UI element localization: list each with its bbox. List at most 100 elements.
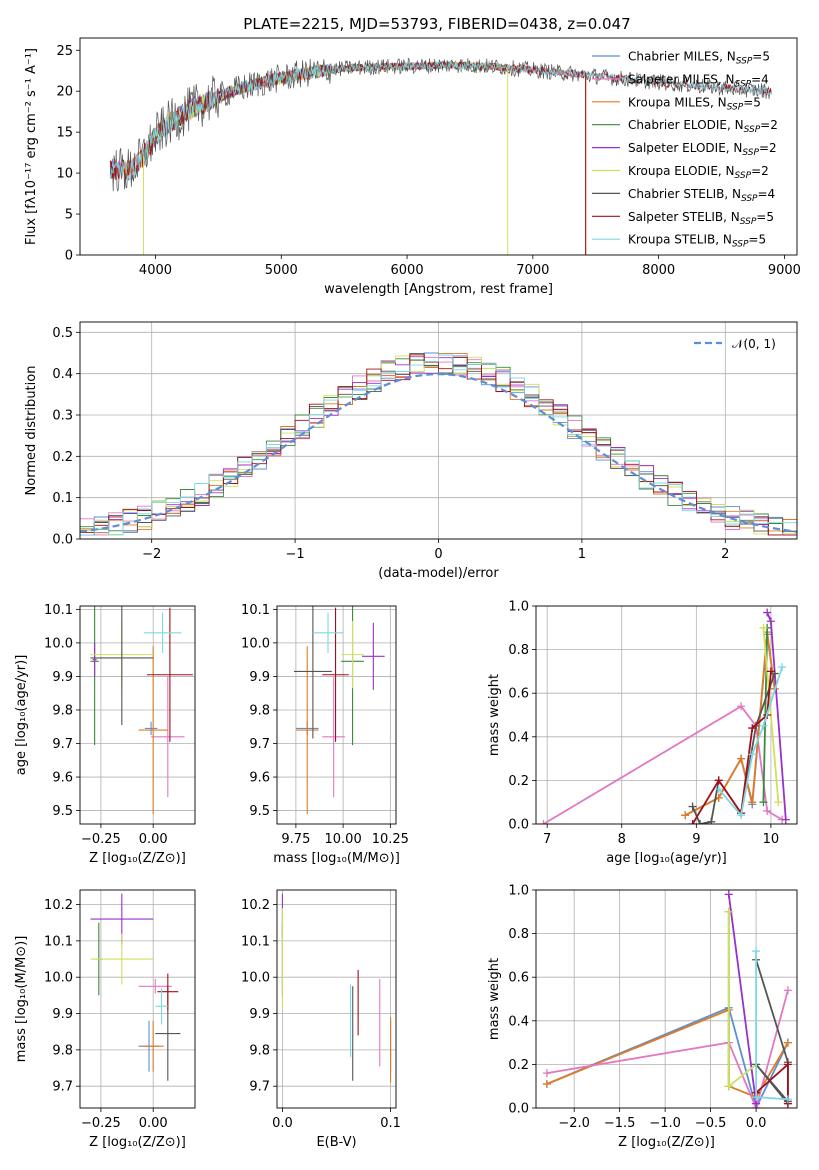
massweight-vs-age-ytick-label: 0.4: [508, 730, 529, 745]
weight-marker: [783, 1095, 792, 1104]
weight-marker: [752, 947, 761, 956]
residuals-xtick-label: 2: [721, 547, 729, 562]
mass-vs-Z-ytick-label: 10.0: [44, 971, 73, 986]
massweight-vs-Z-xtick-label: −1.5: [604, 1116, 636, 1131]
weight-line: [727, 894, 757, 1104]
spectrum-xtick-label: 6000: [391, 263, 424, 278]
age-vs-Z-ytick-label: 9.9: [52, 670, 73, 685]
legend-label: Kroupa ELODIE, NSSP=2: [628, 164, 769, 181]
spectrum-ylabel: Flux [fλ10⁻¹⁷ erg cm⁻² s⁻¹ A⁻¹]: [24, 48, 39, 245]
age-vs-Z-xtick-label: 0.00: [139, 832, 168, 847]
mass-vs-Z-xlabel: Z [log₁₀(Z/Z⊙)]: [89, 1135, 186, 1150]
age-vs-Z-frame: [79, 605, 196, 825]
age-vs-mass-axes: 9.75 10.00 10.25 9.5 9.6 9.7 9.8 9.9 10.0 10.1 mas…: [241, 603, 409, 866]
age-vs-Z-ytick-label: 9.5: [52, 804, 73, 819]
age-vs-Z-points: [90, 606, 193, 814]
residuals-ytick-label: 0.2: [52, 450, 73, 465]
massweight-vs-Z-frame: [535, 889, 798, 1109]
weight-marker: [774, 798, 783, 807]
residuals-xtick-label: 0: [434, 547, 442, 562]
age-vs-mass-xtick-label: 9.75: [281, 832, 310, 847]
mass-vs-EBV-points: [281, 893, 392, 1083]
age-vs-mass-points: [294, 606, 385, 814]
age-vs-mass-ytick-label: 9.6: [249, 771, 270, 786]
spectrum-line: [109, 61, 772, 181]
mass-vs-EBV-frame: [276, 889, 397, 1109]
residuals-xtick-label: −2: [142, 547, 161, 562]
mass-vs-EBV-axes: 0.0 0.1 9.7 9.8 9.9 10.0 10.1 10.2 E(B-V): [241, 890, 401, 1150]
spectrum-ytick-label: 0: [65, 249, 73, 264]
residuals-frame: [79, 321, 798, 540]
spectrum-ytick-label: 10: [56, 167, 73, 182]
weight-marker: [748, 724, 757, 733]
weight-marker: [539, 820, 548, 824]
massweight-vs-Z-ylabel: mass weight: [487, 958, 502, 1040]
massweight-vs-Z-xtick-label: −1.0: [649, 1116, 681, 1131]
residuals-ytick-label: 0.1: [52, 491, 73, 506]
weight-marker: [759, 623, 768, 632]
residuals-xlabel: (data-model)/error: [378, 566, 499, 581]
spectrum-ytick-label: 5: [65, 208, 73, 223]
gaussian-curve: [80, 372, 797, 533]
residuals-ytick-label: 0.5: [52, 326, 73, 341]
age-vs-Z-ytick-label: 9.6: [52, 771, 73, 786]
spectrum-legend: Chabrier MILES, NSSP=5 Salpeter MILES, NS…: [592, 50, 778, 250]
residuals-xtick-label: 1: [578, 547, 586, 562]
weight-marker: [737, 702, 746, 711]
mass-vs-Z-ytick-label: 9.8: [52, 1043, 73, 1058]
age-vs-mass-ytick-label: 9.9: [249, 670, 270, 685]
weight-marker: [542, 1069, 551, 1078]
weight-marker: [778, 663, 787, 672]
mass-vs-EBV-ytick-label: 9.9: [249, 1007, 270, 1022]
weight-marker: [707, 817, 716, 824]
legend-label: Salpeter ELODIE, NSSP=2: [628, 141, 777, 158]
massweight-vs-age-ytick-label: 0.6: [508, 687, 529, 702]
mass-vs-Z-ylabel: mass [log₁₀(M/M⊙)]: [14, 936, 29, 1063]
spectrum-xtick-label: 9000: [768, 263, 801, 278]
residuals-ytick-label: 0.3: [52, 409, 73, 424]
legend-label: Chabrier MILES, NSSP=5: [628, 50, 770, 67]
massweight-vs-Z-ytick-label: 0.4: [508, 1014, 529, 1029]
mass-vs-EBV-ytick-label: 10.1: [241, 934, 270, 949]
massweight-vs-age-xtick-label: 8: [618, 832, 626, 847]
mass-vs-Z-ytick-label: 9.7: [52, 1080, 73, 1095]
massweight-vs-age-ytick-label: 0.2: [508, 774, 529, 789]
massweight-vs-age-xlabel: age [log₁₀(age/yr)]: [606, 851, 727, 866]
age-vs-Z-xtick-label: −0.25: [81, 832, 121, 847]
massweight-vs-age-axes: 7 8 9 10 0.0 0.2 0.4 0.6 0.8 1.0 age [log₁₀(age/yr…: [487, 600, 797, 866]
spectrum-line: [109, 60, 772, 181]
weight-line: [543, 705, 783, 824]
weight-marker: [759, 798, 768, 807]
weight-marker: [781, 815, 790, 824]
massweight-vs-age-ytick-label: 0.0: [508, 818, 529, 833]
massweight-vs-Z-lines: [542, 890, 792, 1108]
legend-label: Chabrier ELODIE, NSSP=2: [628, 118, 778, 135]
massweight-vs-Z-xlabel: Z [log₁₀(Z/Z⊙)]: [618, 1135, 715, 1150]
residuals-legend: 𝒩(0, 1): [694, 337, 776, 351]
legend-label: 𝒩(0, 1): [732, 337, 776, 351]
age-vs-mass-xlabel: mass [log₁₀(M/M⊙)]: [273, 851, 400, 866]
mass-vs-EBV-xlabel: E(B-V): [316, 1135, 356, 1150]
massweight-vs-age-ytick-label: 0.8: [508, 643, 529, 658]
weight-marker: [737, 754, 746, 763]
massweight-vs-Z-xtick-label: −0.5: [695, 1116, 727, 1131]
mass-vs-EBV-ytick-label: 10.2: [241, 898, 270, 913]
weight-marker: [763, 806, 772, 815]
mass-vs-Z-xtick-label: 0.00: [139, 1116, 168, 1131]
spectrum-ytick-label: 20: [56, 85, 73, 100]
legend-label: Salpeter MILES, NSSP=4: [628, 72, 769, 89]
weight-marker: [737, 811, 746, 820]
weight-marker: [759, 721, 768, 730]
age-vs-Z-ytick-label: 9.8: [52, 703, 73, 718]
weight-marker: [752, 1093, 761, 1102]
spectrum-xlabel: wavelength [Angstrom, rest frame]: [324, 282, 553, 297]
spectrum-ytick-label: 15: [56, 126, 73, 141]
massweight-vs-Z-ytick-label: 0.8: [508, 927, 529, 942]
spectrum-xtick-label: 5000: [265, 263, 298, 278]
spectrum-xtick-label: 4000: [139, 263, 172, 278]
age-vs-Z-ytick-label: 9.7: [52, 737, 73, 752]
legend-label: Salpeter STELIB, NSSP=5: [628, 210, 774, 227]
weight-line: [684, 632, 776, 817]
weight-marker: [763, 608, 772, 617]
